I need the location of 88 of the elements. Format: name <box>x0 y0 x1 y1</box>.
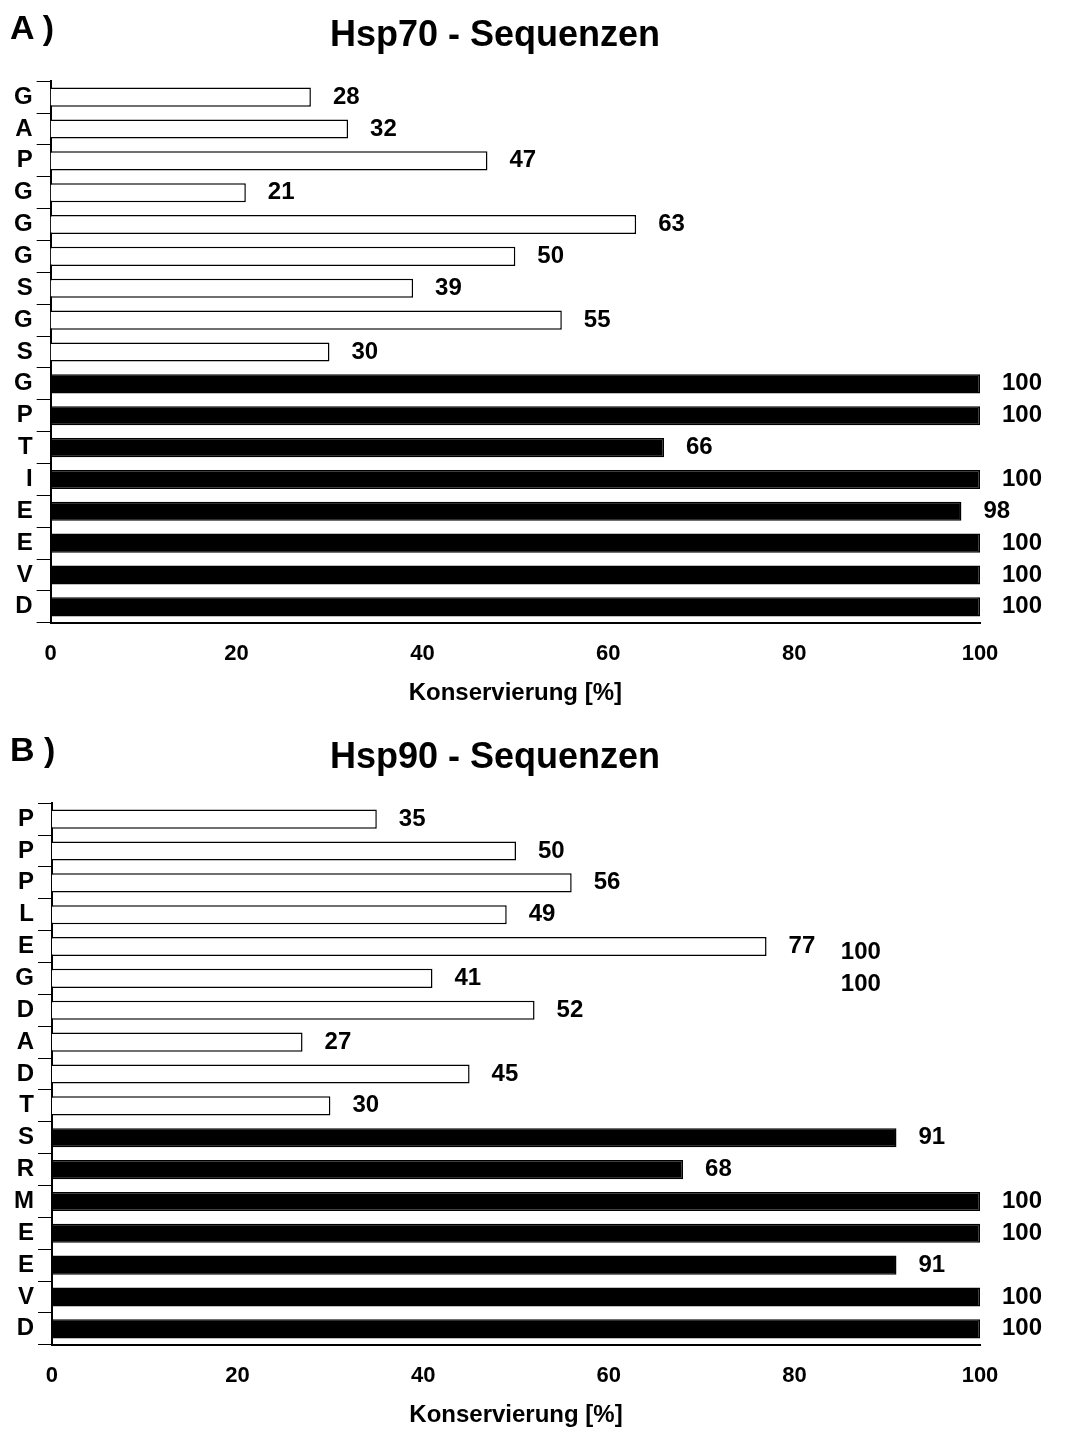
data-label: 100 <box>1002 527 1043 555</box>
y-tick-label: A <box>15 113 33 141</box>
x-tick-label: 0 <box>44 640 57 666</box>
text: B ) <box>10 730 56 769</box>
x-tick-label: 60 <box>596 640 621 666</box>
data-label: 100 <box>1002 559 1043 587</box>
y-tick-label: R <box>16 1154 34 1182</box>
data-label: 50 <box>537 241 565 269</box>
data-label: 56 <box>593 867 621 895</box>
y-tick-label: E <box>16 527 33 555</box>
data-label: 45 <box>491 1058 519 1086</box>
y-tick-label: G <box>14 304 33 332</box>
y-tick-label: P <box>17 867 34 895</box>
annotation: 100 <box>840 969 881 997</box>
x-tick-label: 0 <box>45 1362 59 1388</box>
data-label: 49 <box>528 899 556 927</box>
y-tick-label: V <box>16 559 33 587</box>
data-label: 39 <box>435 272 462 300</box>
annotation: 100 <box>840 936 881 964</box>
data-label: 63 <box>658 209 685 237</box>
x-tick-label: 40 <box>410 640 435 666</box>
y-tick-label: D <box>16 994 34 1022</box>
data-label: 52 <box>556 994 584 1022</box>
data-label: 41 <box>454 963 482 991</box>
data-label: 91 <box>918 1249 946 1277</box>
data-label: 100 <box>1002 1217 1043 1245</box>
y-tick-label: E <box>17 1217 34 1245</box>
y-tick-label: E <box>16 495 33 523</box>
x-tick-label: 40 <box>410 1362 436 1388</box>
data-label: 100 <box>1002 464 1043 492</box>
data-label: 55 <box>583 304 611 332</box>
y-tick-label: G <box>14 177 33 205</box>
data-label: 21 <box>267 177 295 205</box>
x-tick-label: 100 <box>961 640 999 666</box>
x-axis-title: Konservierung [%] <box>409 1400 623 1428</box>
data-label: 27 <box>324 1026 352 1054</box>
chart-title: Hsp70 - Sequenzen <box>329 12 661 54</box>
y-tick-label: E <box>17 931 34 959</box>
y-tick-label: P <box>17 835 34 863</box>
data-label: 28 <box>332 81 360 109</box>
x-tick-label: 100 <box>961 1362 999 1388</box>
y-tick-label: T <box>19 1090 35 1118</box>
y-tick-label: P <box>17 803 34 831</box>
y-tick-label: T <box>18 432 33 460</box>
y-tick-label: P <box>16 145 33 173</box>
text: A ) <box>10 8 55 47</box>
data-label: 30 <box>352 1090 380 1118</box>
data-label: 100 <box>1002 400 1043 428</box>
x-tick-label: 20 <box>224 640 249 666</box>
chart-title: Hsp90 - Sequenzen <box>329 734 661 776</box>
data-label: 32 <box>370 113 397 141</box>
data-label: 98 <box>983 495 1011 523</box>
x-axis-title: Konservierung [%] <box>408 678 623 706</box>
y-tick-label: A <box>16 1026 34 1054</box>
y-tick-label: D <box>15 591 33 619</box>
y-tick-label: S <box>16 272 33 300</box>
y-tick-label: D <box>16 1313 34 1341</box>
x-tick-label: 20 <box>225 1362 250 1388</box>
y-tick-label: S <box>16 336 33 364</box>
x-tick-label: 80 <box>781 640 807 666</box>
x-tick-label: 60 <box>596 1362 622 1388</box>
y-tick-label: G <box>14 209 33 237</box>
x-tick-label: 80 <box>782 1362 807 1388</box>
y-tick-label: S <box>17 1122 34 1150</box>
data-label: 100 <box>1002 1281 1043 1309</box>
y-tick-label: L <box>19 899 34 927</box>
data-label: 50 <box>538 835 565 863</box>
data-label: 100 <box>1002 1313 1043 1341</box>
data-label: 100 <box>1002 368 1043 396</box>
data-label: 100 <box>1002 591 1043 619</box>
y-tick-label: P <box>16 400 33 428</box>
data-label: 30 <box>351 336 379 364</box>
y-tick-label: V <box>17 1281 34 1309</box>
y-tick-label: G <box>14 241 33 269</box>
y-tick-label: G <box>15 963 34 991</box>
y-tick-label: G <box>14 368 33 396</box>
y-tick-label: I <box>26 464 33 492</box>
data-label: 100 <box>1002 1186 1043 1214</box>
y-tick-label: G <box>14 81 33 109</box>
data-label: 47 <box>509 145 537 173</box>
y-tick-label: M <box>13 1186 34 1214</box>
data-label: 66 <box>686 432 713 460</box>
y-tick-label: E <box>17 1249 34 1277</box>
data-label: 91 <box>918 1122 946 1150</box>
data-label: 77 <box>788 931 816 959</box>
data-label: 35 <box>398 803 426 831</box>
y-tick-label: D <box>16 1058 34 1086</box>
data-label: 68 <box>705 1154 732 1182</box>
